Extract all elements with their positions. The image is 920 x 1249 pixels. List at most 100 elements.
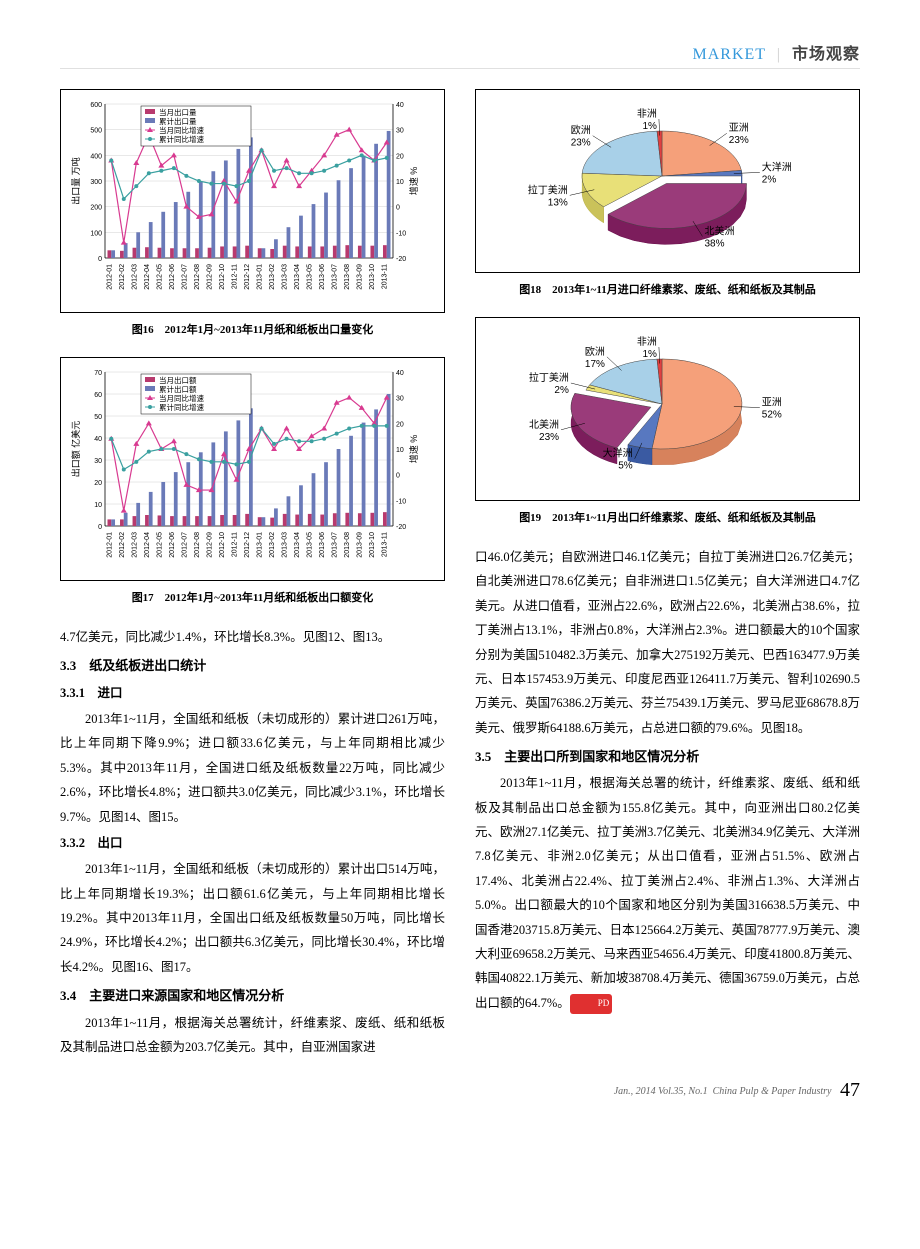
svg-text:当月同比增速: 当月同比增速 <box>159 125 204 135</box>
svg-text:当月出口额: 当月出口额 <box>159 375 197 385</box>
svg-text:累计同比增速: 累计同比增速 <box>159 134 204 144</box>
svg-text:2013-07: 2013-07 <box>332 532 339 558</box>
svg-text:2012-05: 2012-05 <box>156 264 163 290</box>
fig19-chart: 亚洲52%大洋洲5%北美洲23%拉丁美洲2%欧洲17%非洲1% <box>475 317 860 501</box>
svg-text:2012-12: 2012-12 <box>244 264 251 290</box>
svg-text:累计出口量: 累计出口量 <box>159 116 197 126</box>
heading-3-3-2: 3.3.2 出口 <box>60 831 445 855</box>
svg-text:40: 40 <box>396 102 404 109</box>
svg-text:2013-08: 2013-08 <box>344 532 351 558</box>
svg-text:2012-06: 2012-06 <box>169 532 176 558</box>
svg-text:2013-03: 2013-03 <box>282 264 289 290</box>
svg-text:-10: -10 <box>396 498 406 505</box>
heading-3-3-1: 3.3.1 进口 <box>60 681 445 705</box>
heading-3-5: 3.5 主要出口所到国家和地区情况分析 <box>475 744 860 769</box>
header-divider: | <box>777 46 781 63</box>
svg-text:30: 30 <box>396 128 404 135</box>
svg-text:300: 300 <box>90 179 102 186</box>
svg-text:2013-04: 2013-04 <box>294 264 301 290</box>
svg-text:0: 0 <box>396 473 400 480</box>
svg-text:2012-03: 2012-03 <box>131 264 138 290</box>
svg-text:-20: -20 <box>396 256 406 263</box>
svg-text:17%: 17% <box>585 359 605 370</box>
svg-text:2012-04: 2012-04 <box>144 532 151 558</box>
svg-text:2013-09: 2013-09 <box>357 532 364 558</box>
svg-text:2013-03: 2013-03 <box>282 532 289 558</box>
svg-text:当月出口量: 当月出口量 <box>159 107 197 117</box>
svg-text:2013-08: 2013-08 <box>344 264 351 290</box>
svg-text:2%: 2% <box>762 174 777 185</box>
svg-text:2012-10: 2012-10 <box>219 532 226 558</box>
svg-text:40: 40 <box>396 370 404 377</box>
footer-journal: China Pulp & Paper Industry <box>713 1086 832 1097</box>
svg-text:非洲: 非洲 <box>637 108 657 120</box>
svg-text:2012-04: 2012-04 <box>144 264 151 290</box>
svg-text:2013-01: 2013-01 <box>257 532 264 558</box>
svg-text:2012-01: 2012-01 <box>106 264 113 290</box>
svg-text:100: 100 <box>90 230 102 237</box>
svg-text:北美洲: 北美洲 <box>529 418 559 431</box>
fig18-caption: 图18 2013年1~11月进口纤维素浆、废纸、纸和纸板及其制品 <box>475 281 860 297</box>
header-en: MARKET <box>693 46 766 63</box>
svg-text:2013-05: 2013-05 <box>307 264 314 290</box>
svg-text:2012-02: 2012-02 <box>119 264 126 290</box>
svg-text:60: 60 <box>94 392 102 399</box>
svg-text:38%: 38% <box>704 238 724 249</box>
svg-text:2013-02: 2013-02 <box>269 264 276 290</box>
svg-text:13%: 13% <box>548 197 568 208</box>
svg-text:亚洲: 亚洲 <box>762 397 782 409</box>
svg-text:20: 20 <box>94 480 102 487</box>
svg-text:2%: 2% <box>554 385 569 396</box>
svg-text:2012-07: 2012-07 <box>181 532 188 558</box>
header-cn: 市场观察 <box>792 46 860 63</box>
fig16-caption: 图16 2012年1月~2013年11月纸和纸板出口量变化 <box>60 321 445 337</box>
svg-text:2012-08: 2012-08 <box>194 264 201 290</box>
svg-text:大洋洲: 大洋洲 <box>603 447 633 460</box>
svg-text:2012-05: 2012-05 <box>156 532 163 558</box>
svg-text:-10: -10 <box>396 230 406 237</box>
svg-text:0: 0 <box>98 256 102 263</box>
svg-text:2013-06: 2013-06 <box>319 264 326 290</box>
svg-text:增速 %: 增速 % <box>408 167 419 196</box>
svg-text:2012-12: 2012-12 <box>244 532 251 558</box>
svg-text:2013-11: 2013-11 <box>382 264 389 289</box>
fig19-caption: 图19 2013年1~11月出口纤维素浆、废纸、纸和纸板及其制品 <box>475 509 860 525</box>
svg-text:20: 20 <box>396 153 404 160</box>
end-icon: PD <box>570 994 613 1014</box>
svg-text:2012-06: 2012-06 <box>169 264 176 290</box>
svg-text:当月同比增速: 当月同比增速 <box>159 393 204 403</box>
para-332: 2013年1~11月，全国纸和纸板（未切成形的）累计出口514万吨，比上年同期增… <box>60 857 445 979</box>
svg-text:出口额 亿美元: 出口额 亿美元 <box>70 421 81 478</box>
heading-3-4: 3.4 主要进口来源国家和地区情况分析 <box>60 983 445 1008</box>
svg-text:500: 500 <box>90 128 102 135</box>
svg-text:50: 50 <box>94 414 102 421</box>
svg-text:2013-07: 2013-07 <box>332 264 339 290</box>
svg-text:40: 40 <box>94 436 102 443</box>
svg-text:出口量 万吨: 出口量 万吨 <box>70 157 81 205</box>
svg-text:2012-07: 2012-07 <box>181 264 188 290</box>
svg-text:2012-10: 2012-10 <box>219 264 226 290</box>
svg-text:23%: 23% <box>539 432 559 443</box>
page-header: MARKET | 市场观察 <box>60 40 860 69</box>
svg-text:2012-08: 2012-08 <box>194 532 201 558</box>
svg-text:拉丁美洲: 拉丁美洲 <box>528 183 568 196</box>
fig17-chart: 010203040506070-20-100102030402012-01201… <box>60 357 445 581</box>
page-footer: Jan., 2014 Vol.35, No.1 China Pulp & Pap… <box>60 1079 860 1102</box>
svg-text:52%: 52% <box>762 410 782 421</box>
svg-text:增速 %: 增速 % <box>408 435 419 464</box>
svg-text:1%: 1% <box>642 349 657 360</box>
svg-text:2012-11: 2012-11 <box>231 532 238 557</box>
svg-text:亚洲: 亚洲 <box>729 122 749 134</box>
svg-text:200: 200 <box>90 205 102 212</box>
svg-text:累计同比增速: 累计同比增速 <box>159 402 204 412</box>
svg-text:600: 600 <box>90 102 102 109</box>
svg-text:10: 10 <box>396 179 404 186</box>
svg-text:非洲: 非洲 <box>637 336 657 348</box>
svg-text:2012-09: 2012-09 <box>206 532 213 558</box>
svg-text:北美洲: 北美洲 <box>704 224 734 237</box>
svg-text:2013-09: 2013-09 <box>357 264 364 290</box>
svg-text:2013-11: 2013-11 <box>382 532 389 557</box>
svg-text:0: 0 <box>396 205 400 212</box>
svg-text:30: 30 <box>396 396 404 403</box>
para-34a: 2013年1~11月，根据海关总署统计，纤维素浆、废纸、纸和纸板及其制品进口总金… <box>60 1011 445 1060</box>
